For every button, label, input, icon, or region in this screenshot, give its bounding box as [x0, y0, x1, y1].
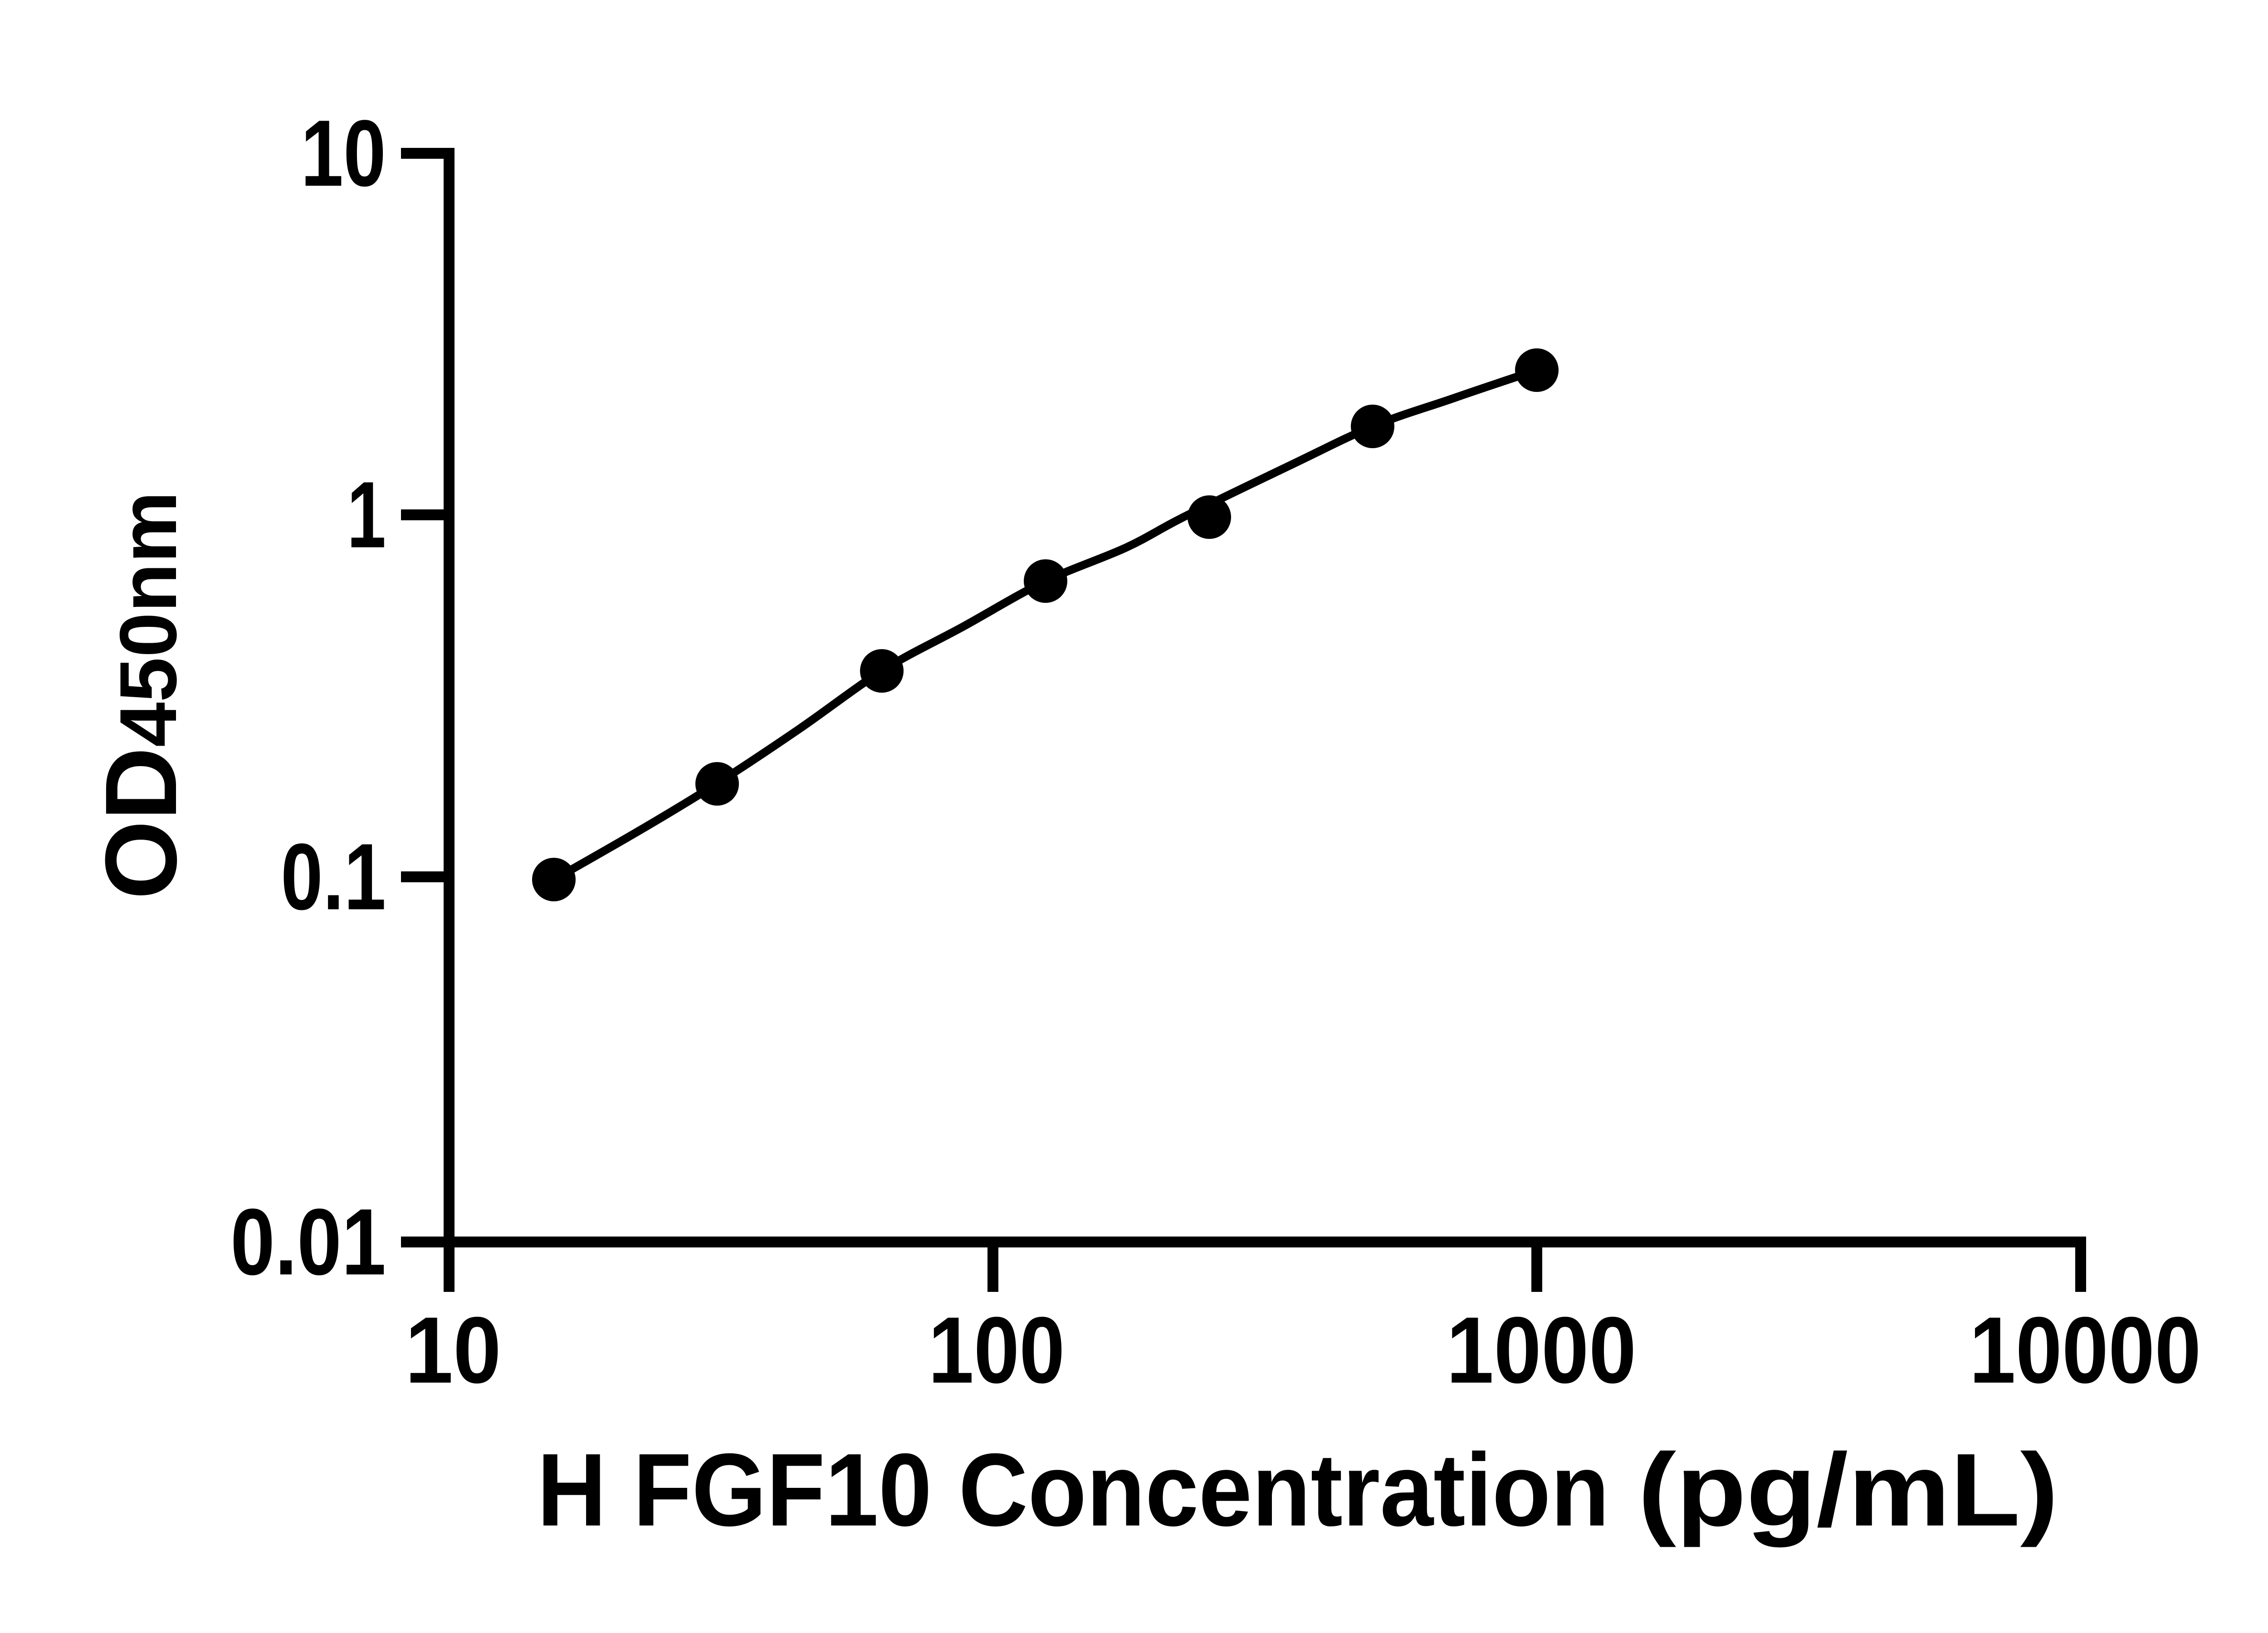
svg-text:0.1: 0.1	[281, 825, 386, 930]
svg-text:H FGF10 Concentration: H FGF10 Concentration	[537, 1433, 1609, 1548]
svg-text:10: 10	[405, 1298, 501, 1403]
svg-text:10: 10	[301, 101, 386, 206]
svg-text:OD450nm: OD450nm	[84, 491, 198, 900]
svg-text:100: 100	[929, 1298, 1065, 1403]
svg-text:1: 1	[347, 463, 386, 568]
svg-text:(pg/mL): (pg/mL)	[1638, 1433, 2058, 1548]
svg-text:10000: 10000	[1970, 1298, 2201, 1403]
svg-text:1000: 1000	[1447, 1298, 1637, 1403]
svg-text:0.01: 0.01	[230, 1190, 386, 1295]
